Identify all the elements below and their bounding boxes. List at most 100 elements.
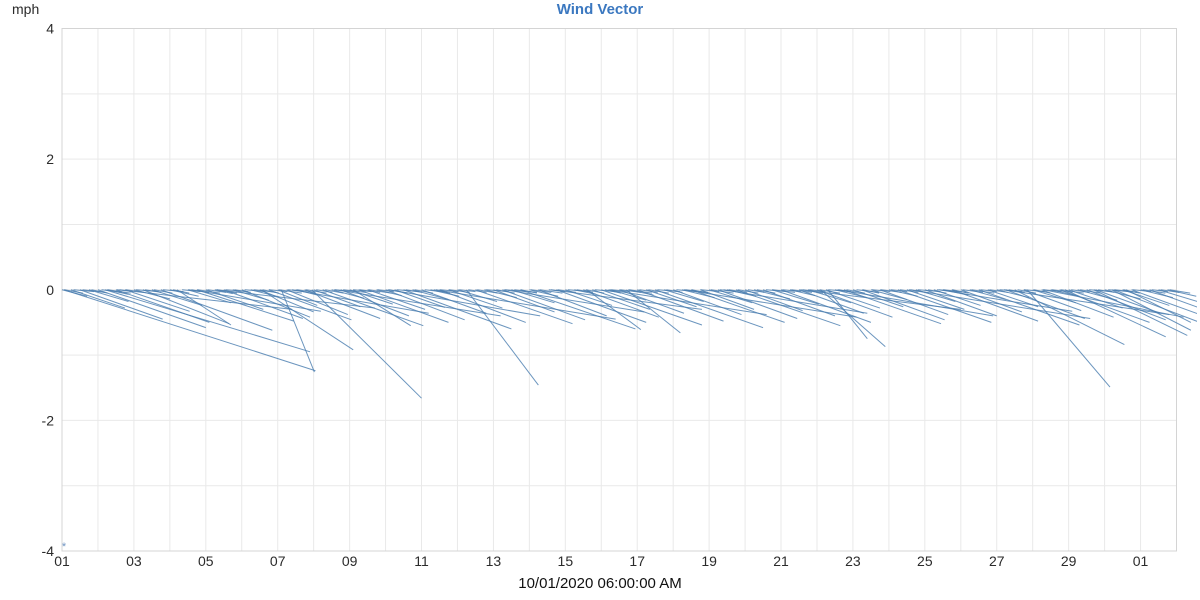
- wind-vector: [699, 289, 755, 310]
- wind-vector: [710, 289, 734, 294]
- wind-vector: [673, 289, 742, 316]
- wind-vector: [124, 289, 190, 312]
- wind-vector: [477, 289, 498, 294]
- wind-vector: [153, 289, 173, 294]
- wind-vector: [1061, 289, 1084, 294]
- wind-vector: [756, 289, 776, 294]
- wind-vector: [73, 289, 95, 293]
- wind-vector: [191, 289, 321, 312]
- wind-vector: [104, 289, 311, 353]
- wind-vector: [496, 289, 515, 294]
- wind-vector: [971, 289, 995, 294]
- wind-vector: [297, 289, 316, 293]
- wind-vector: [1005, 289, 1085, 319]
- y-axis-unit-label: mph: [12, 1, 40, 17]
- wind-vector: [205, 289, 264, 310]
- corner-asterisk-marker: *: [62, 541, 67, 553]
- wind-vectors: [61, 289, 1197, 399]
- wind-vector: [1064, 289, 1166, 338]
- wind-vector: [352, 289, 411, 327]
- wind-vector: [576, 289, 594, 293]
- chart-title: Wind Vector: [556, 1, 644, 18]
- wind-vector: [737, 289, 759, 294]
- wind-vector: [359, 289, 381, 293]
- wind-vector: [962, 289, 984, 293]
- x-tick-label: 01: [1133, 553, 1149, 569]
- wind-vector: [879, 289, 949, 316]
- wind-vector: [1167, 289, 1197, 297]
- wind-vector: [142, 289, 230, 325]
- wind-vector: [144, 289, 162, 293]
- wind-vector: [385, 289, 465, 321]
- wind-vector: [280, 289, 315, 373]
- y-tick-label: -2: [42, 412, 55, 428]
- wind-vector: [223, 289, 304, 319]
- wind-vector: [269, 289, 288, 293]
- wind-vector: [619, 289, 685, 314]
- wind-vector: [556, 289, 647, 323]
- wind-vector: [927, 289, 947, 294]
- wind-vector: [1158, 289, 1197, 302]
- x-tick-label: 03: [126, 553, 142, 569]
- wind-vector: [798, 289, 864, 314]
- wind-vector: [557, 289, 577, 293]
- wind-vector: [987, 289, 1039, 308]
- x-tick-label: 17: [629, 553, 645, 569]
- wind-vector: [744, 289, 803, 312]
- wind-vector: [288, 289, 305, 293]
- wind-vector: [125, 289, 145, 293]
- wind-vector: [610, 289, 647, 301]
- wind-vector: [244, 289, 266, 293]
- wind-vector: [1151, 289, 1168, 293]
- x-tick-label: 07: [270, 553, 286, 569]
- wind-vector: [629, 289, 653, 294]
- wind-vector: [466, 289, 539, 386]
- y-tick-label: 0: [46, 282, 54, 298]
- wind-vector: [1026, 289, 1111, 388]
- wind-vector: [906, 289, 965, 310]
- x-tick-label: 19: [701, 553, 717, 569]
- wind-vector: [64, 289, 83, 294]
- wind-vector: [1014, 289, 1125, 346]
- wind-vector: [334, 289, 355, 293]
- wind-vector: [1098, 289, 1115, 293]
- wind-vector: [234, 289, 251, 293]
- wind-vector: [747, 289, 765, 293]
- wind-vector: [585, 289, 605, 294]
- wind-vector: [468, 289, 487, 293]
- wind-vector: [322, 289, 424, 327]
- wind-vector: [176, 289, 232, 326]
- wind-vector: [440, 289, 459, 293]
- wind-vector: [188, 289, 210, 293]
- wind-vector: [978, 289, 1080, 326]
- wind-vector: [197, 289, 221, 294]
- wind-vector: [358, 289, 449, 323]
- wind-vector: [538, 289, 607, 317]
- wind-vector: [1017, 289, 1037, 294]
- wind-vector: [897, 289, 992, 323]
- wind-vector: [241, 289, 311, 318]
- wind-vector: [871, 289, 891, 293]
- wind-vector: [261, 289, 354, 351]
- wind-vector: [861, 289, 945, 321]
- wind-vector: [655, 289, 764, 329]
- wind-vector: [459, 289, 476, 293]
- y-axis-tick-labels: 4 2 0 -2 -4: [42, 21, 55, 560]
- wind-vector: [286, 289, 349, 316]
- wind-vector: [899, 289, 919, 293]
- wind-vector: [504, 289, 645, 313]
- wind-vector: [421, 289, 487, 314]
- wind-vector: [809, 289, 826, 293]
- x-axis-start-caption: 10/01/2020 06:00:00 AM: [518, 575, 682, 592]
- wind-vector: [116, 289, 134, 293]
- y-tick-label: 2: [46, 151, 54, 167]
- wind-vector: [664, 289, 704, 302]
- wind-vector: [449, 289, 470, 293]
- x-tick-label: 25: [917, 553, 933, 569]
- wind-vector: [708, 289, 753, 304]
- wind-vector: [870, 289, 907, 301]
- wind-vector: [539, 289, 563, 294]
- wind-vector: [700, 289, 720, 293]
